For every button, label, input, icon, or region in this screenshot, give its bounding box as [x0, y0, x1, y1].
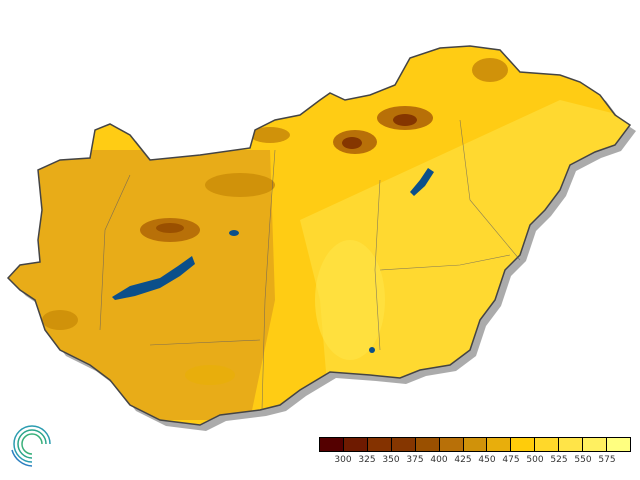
legend-bin: [367, 438, 392, 451]
legend-bin: [607, 438, 630, 451]
north-hills: [205, 173, 275, 197]
legend-bin: [320, 438, 344, 451]
legend-bin: [535, 438, 560, 451]
legend-bin: [391, 438, 416, 451]
legend-label: 575: [598, 455, 616, 465]
southwest-area: [42, 310, 78, 330]
great-plain-dry: [315, 240, 385, 360]
legend-label: 425: [454, 455, 472, 465]
legend-bin: [343, 438, 368, 451]
lake-velence: [229, 230, 239, 236]
bukk-core: [393, 114, 417, 126]
legend-bin: [559, 438, 584, 451]
borzsony-area: [250, 127, 290, 143]
matra-core: [342, 137, 362, 149]
service-logo: [11, 425, 51, 467]
legend-label: 375: [406, 455, 424, 465]
legend-label: 450: [478, 455, 496, 465]
small-lake: [369, 347, 375, 353]
legend-bin: [487, 438, 512, 451]
legend-label: 325: [358, 455, 376, 465]
legend-label: 550: [574, 455, 592, 465]
legend-label: 300: [334, 455, 352, 465]
country-border: [6, 45, 632, 426]
legend-label: 400: [430, 455, 448, 465]
legend-bin: [415, 438, 440, 451]
legend-label: 475: [502, 455, 520, 465]
legend-bin: [439, 438, 464, 451]
legend-label: 350: [382, 455, 400, 465]
color-scale-legend: [319, 437, 631, 452]
legend-bin: [463, 438, 488, 451]
mecsek-area: [185, 365, 235, 385]
legend-bin: [583, 438, 608, 451]
legend-label: 525: [550, 455, 568, 465]
lake-balaton: [112, 256, 195, 300]
zemplen-area: [472, 58, 508, 82]
legend-bin: [511, 438, 536, 451]
lake-tisza: [410, 168, 434, 196]
legend-labels: 300 325 350 375 400 425 450 475 500 525 550 575: [319, 455, 631, 467]
legend-label: 500: [526, 455, 544, 465]
bakony-core: [156, 223, 184, 233]
county-borders: [99, 119, 521, 411]
